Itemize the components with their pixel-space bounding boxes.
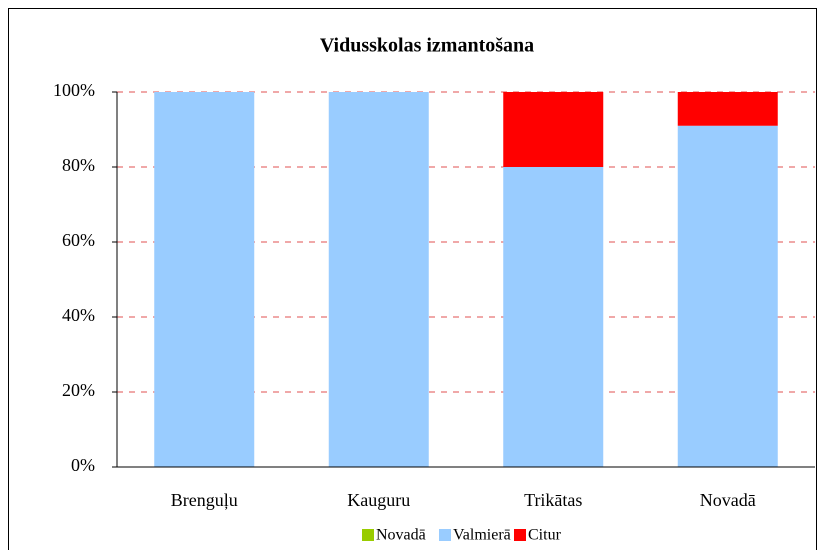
- y-tick-label: 20%: [62, 380, 95, 400]
- y-tick-label: 60%: [62, 230, 95, 250]
- y-tick-label: 40%: [62, 305, 95, 325]
- bar-segment: [677, 125, 778, 467]
- bar-segment: [154, 92, 255, 467]
- legend-label: Valmierā: [453, 527, 511, 544]
- y-tick-label: 80%: [62, 155, 95, 175]
- bar-segment: [677, 92, 778, 126]
- x-tick-label: Novadā: [700, 490, 756, 510]
- legend-swatch: [362, 529, 374, 541]
- legend-label: Novadā: [376, 527, 426, 544]
- legend-label: Citur: [528, 527, 562, 544]
- y-tick-label: 100%: [53, 80, 95, 100]
- y-tick-label: 0%: [71, 455, 95, 475]
- legend-swatch: [439, 529, 451, 541]
- chart-title: Vidusskolas izmantošana: [320, 35, 534, 57]
- legend-swatch: [514, 529, 526, 541]
- x-tick-label: Kauguru: [347, 490, 410, 510]
- x-tick-label: Trikātas: [524, 490, 582, 510]
- x-tick-label: Brenguļu: [171, 490, 238, 510]
- bar-segment: [503, 92, 604, 167]
- bar-segment: [328, 92, 429, 467]
- bar-segment: [503, 167, 604, 467]
